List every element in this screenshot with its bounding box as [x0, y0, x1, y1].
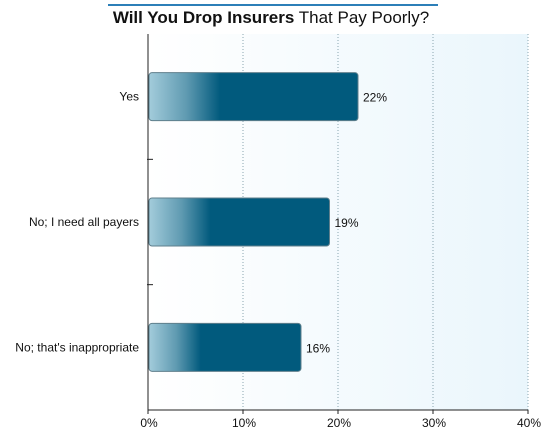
value-label-2: 16% [306, 341, 330, 355]
category-label-0: Yes [119, 90, 139, 104]
x-tick-label-1: 10% [232, 416, 256, 430]
bar-1 [148, 197, 330, 247]
chart-title-rest: That Pay Poorly? [298, 8, 430, 27]
title-rule [108, 4, 438, 6]
value-label-1: 19% [335, 216, 359, 230]
chart-title: Will You Drop Insurers That Pay Poorly? [0, 8, 542, 28]
value-label-0: 22% [363, 91, 387, 105]
bar-2 [148, 322, 302, 372]
x-tick-label-0: 0% [140, 416, 158, 430]
category-label-2: No; that's inappropriate [15, 340, 139, 354]
category-label-1: No; I need all payers [29, 215, 139, 229]
bar-0 [148, 72, 359, 122]
x-tick-label-4: 40% [517, 416, 541, 430]
chart-title-area: Will You Drop Insurers That Pay Poorly? [0, 0, 542, 32]
x-tick-label-2: 20% [327, 416, 351, 430]
x-tick-label-3: 30% [422, 416, 446, 430]
chart-title-bold: Will You Drop Insurers [112, 8, 295, 27]
